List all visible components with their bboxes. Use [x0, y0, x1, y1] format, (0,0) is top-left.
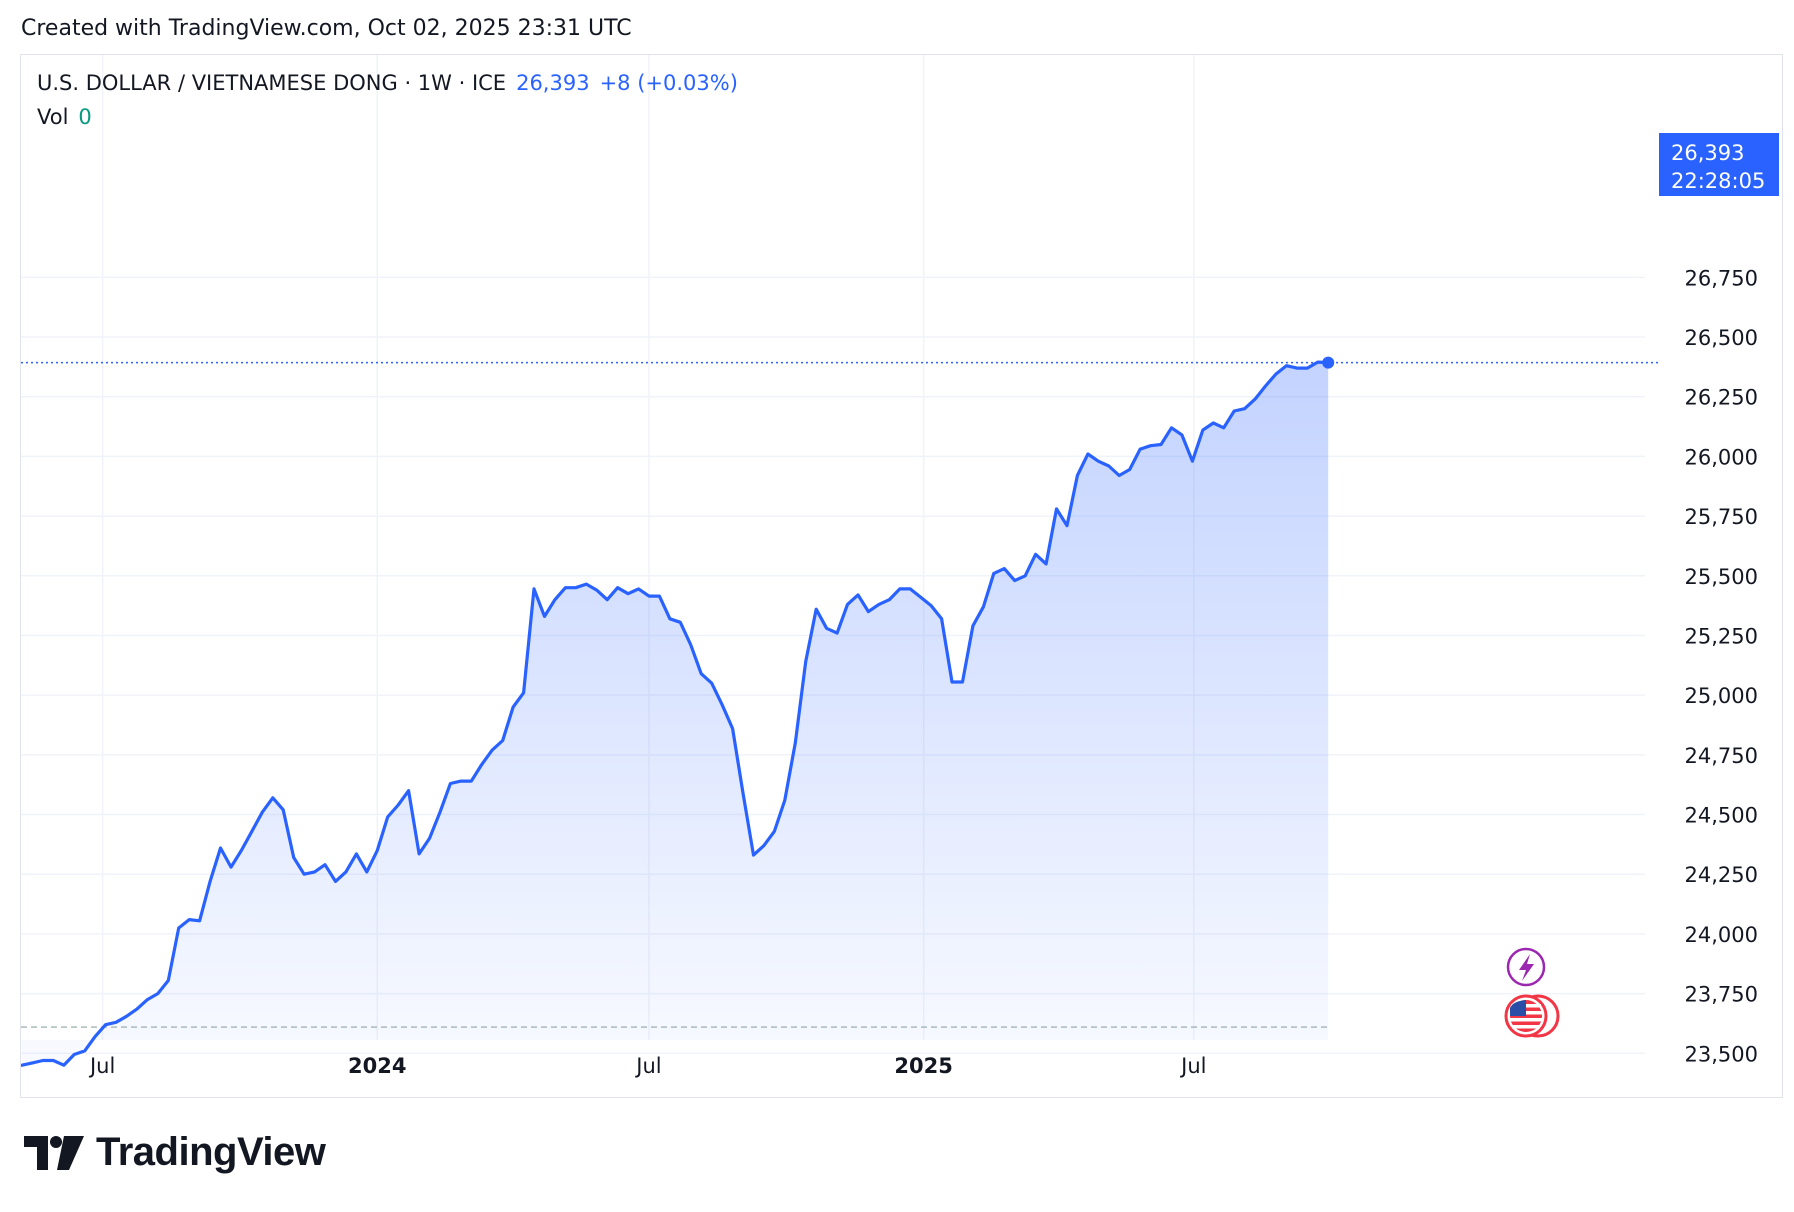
chart-pane[interactable]: 23,25023,50023,75024,00024,25024,50024,7…	[20, 54, 1783, 1098]
y-tick-label: 24,000	[1685, 923, 1758, 947]
x-tick-label: Jul	[88, 1054, 115, 1078]
y-tick-label: 26,500	[1685, 326, 1758, 350]
price-area-fill	[22, 362, 1329, 1066]
price-line	[21, 360, 1330, 1067]
y-tick-label: 26,250	[1685, 386, 1758, 410]
tradingview-logo[interactable]: TradingView	[24, 1130, 326, 1175]
y-tick-label: 26,750	[1685, 266, 1758, 290]
price-axis[interactable]: 23,25023,50023,75024,00024,25024,50024,7…	[1685, 266, 1758, 1099]
x-tick-label: 2024	[348, 1054, 406, 1078]
y-tick-label: 26,000	[1685, 445, 1758, 469]
volume-legend[interactable]: Vol 0	[37, 105, 92, 129]
symbol-title: U.S. DOLLAR / VIETNAMESE DONG · 1W · ICE	[37, 71, 507, 95]
x-tick-label: Jul	[634, 1054, 661, 1078]
volume-value: 0	[78, 105, 92, 129]
y-tick-label: 25,250	[1685, 624, 1758, 648]
symbol-legend[interactable]: U.S. DOLLAR / VIETNAMESE DONG · 1W · ICE…	[37, 71, 738, 95]
brand-name: TradingView	[96, 1130, 326, 1174]
x-tick-label: 2025	[894, 1054, 952, 1078]
y-tick-label: 25,500	[1685, 565, 1758, 589]
y-tick-label: 24,250	[1685, 863, 1758, 887]
lightning-event-icon[interactable]	[1506, 947, 1546, 987]
last-price-time: 22:28:05	[1671, 169, 1765, 193]
y-tick-label: 24,500	[1685, 804, 1758, 828]
y-tick-label: 24,750	[1685, 744, 1758, 768]
y-tick-label: 25,750	[1685, 505, 1758, 529]
created-with-caption: Created with TradingView.com, Oct 02, 20…	[21, 16, 632, 41]
price-change: +8 (+0.03%)	[599, 71, 738, 95]
y-tick-label: 23,500	[1685, 1042, 1758, 1066]
last-price-dot	[1322, 356, 1335, 369]
last-value: 26,393	[516, 71, 590, 95]
x-tick-label: Jul	[1179, 1054, 1206, 1078]
last-price-tag: 26,393 22:28:05	[1659, 133, 1779, 196]
chart-canvas[interactable]: 23,25023,50023,75024,00024,25024,50024,7…	[21, 55, 1784, 1099]
tradingview-logo-icon	[24, 1135, 84, 1170]
us-flag-icon[interactable]	[1504, 994, 1560, 1038]
volume-label: Vol	[37, 105, 69, 129]
last-price-value: 26,393	[1671, 141, 1744, 165]
y-tick-label: 25,000	[1685, 684, 1758, 708]
time-axis[interactable]: Jul 2024 Jul 2025 Jul	[88, 1054, 1207, 1078]
y-tick-label: 23,750	[1685, 983, 1758, 1007]
